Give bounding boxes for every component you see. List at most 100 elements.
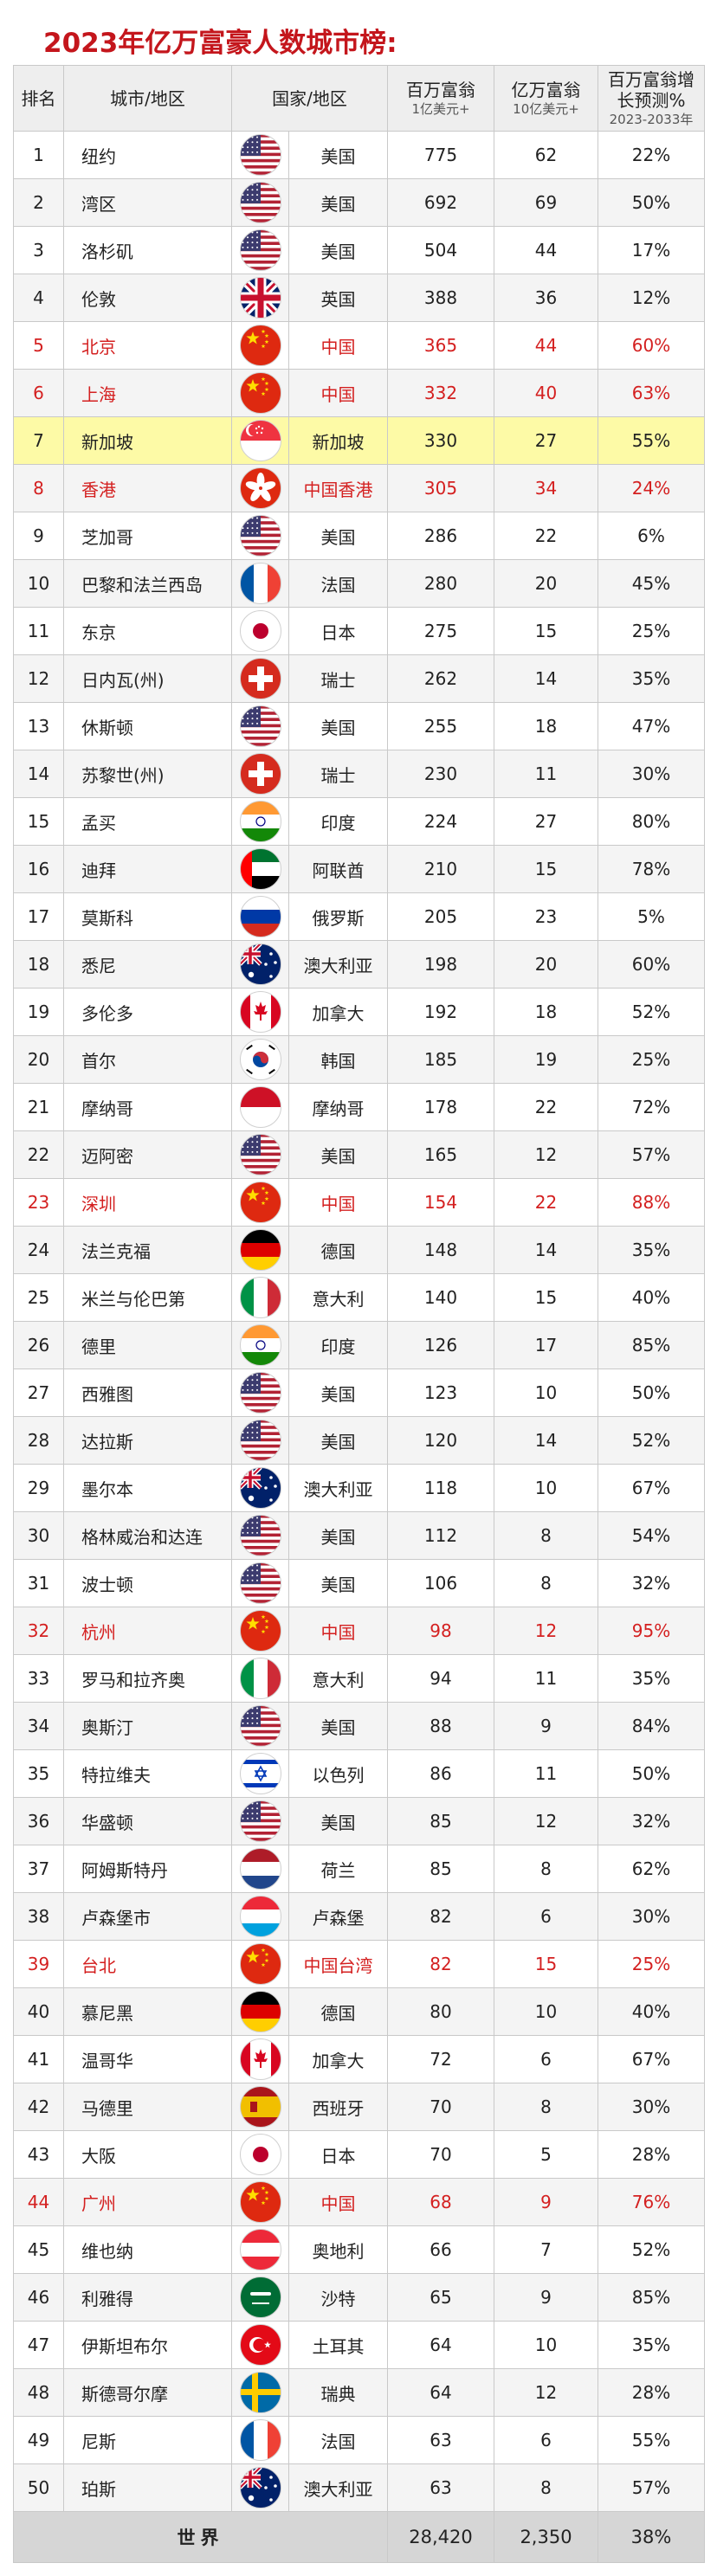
city-cell: 北京 [63, 321, 232, 370]
flag-cell [231, 1273, 289, 1322]
growth-cell: 35% [598, 1226, 705, 1274]
city-cell: 伊斯坦布尔 [63, 2321, 232, 2369]
austria-flag-icon [239, 2229, 281, 2270]
rank-cell: 4 [13, 274, 64, 322]
country-cell: 阿联酋 [288, 845, 388, 893]
china-flag-icon [239, 325, 281, 366]
millionaires-cell: 210 [387, 845, 494, 893]
country-cell: 美国 [288, 512, 388, 560]
billionaires-cell: 10 [494, 1987, 598, 2036]
us-flag-icon [239, 515, 281, 557]
growth-cell: 88% [598, 1178, 705, 1227]
flag-cell [231, 702, 289, 750]
billionaires-cell: 22 [494, 1083, 598, 1131]
millionaires-cell: 72 [387, 2035, 494, 2083]
russia-flag-icon [239, 896, 281, 937]
us-flag-icon [239, 1515, 281, 1556]
billionaires-cell: 69 [494, 178, 598, 227]
city-cell: 特拉维夫 [63, 1749, 232, 1798]
rank-cell: 32 [13, 1607, 64, 1655]
table-row: 29 墨尔本 澳大利亚 118 10 67% [13, 1464, 705, 1512]
flag-cell [231, 1940, 289, 1988]
table-row: 38 卢森堡市 卢森堡 82 6 30% [13, 1892, 705, 1941]
millionaires-cell: 332 [387, 369, 494, 417]
table-row: 16 迪拜 阿联酋 210 15 78% [13, 845, 705, 893]
rank-cell: 25 [13, 1273, 64, 1322]
billionaires-cell: 40 [494, 369, 598, 417]
flag-cell [231, 1987, 289, 2036]
country-cell: 中国 [288, 369, 388, 417]
millionaires-cell: 165 [387, 1130, 494, 1179]
table-row: 35 特拉维夫 以色列 86 11 50% [13, 1749, 705, 1798]
millionaires-cell: 140 [387, 1273, 494, 1322]
billionaires-cell: 62 [494, 131, 598, 179]
world-growth: 38% [598, 2511, 705, 2563]
us-flag-icon [239, 134, 281, 176]
rank-cell: 41 [13, 2035, 64, 2083]
country-cell: 土耳其 [288, 2321, 388, 2369]
city-cell: 迈阿密 [63, 1130, 232, 1179]
billionaires-cell: 9 [494, 2273, 598, 2322]
millionaires-cell: 224 [387, 797, 494, 846]
city-cell: 香港 [63, 464, 232, 512]
table-row: 1 纽约 美国 775 62 22% [13, 131, 705, 179]
table-row: 2 湾区 美国 692 69 50% [13, 178, 705, 227]
growth-cell: 28% [598, 2130, 705, 2179]
millionaires-cell: 305 [387, 464, 494, 512]
billionaires-cell: 8 [494, 2083, 598, 2131]
flag-cell [231, 226, 289, 274]
millionaires-cell: 275 [387, 607, 494, 655]
country-cell: 沙特 [288, 2273, 388, 2322]
country-cell: 摩纳哥 [288, 1083, 388, 1131]
world-billionaires: 2,350 [494, 2511, 598, 2563]
millionaires-cell: 123 [387, 1368, 494, 1417]
growth-cell: 50% [598, 1749, 705, 1798]
city-cell: 珀斯 [63, 2463, 232, 2512]
growth-cell: 6% [598, 512, 705, 560]
rank-cell: 37 [13, 1845, 64, 1893]
table-row: 26 德里 印度 126 17 85% [13, 1321, 705, 1369]
flag-cell [231, 797, 289, 846]
city-cell: 格林威治和达连 [63, 1511, 232, 1560]
table-row: 10 巴黎和法兰西岛 法国 280 20 45% [13, 559, 705, 608]
header-country: 国家/地区 [231, 65, 388, 132]
billionaires-cell: 18 [494, 988, 598, 1036]
country-cell: 英国 [288, 274, 388, 322]
rank-cell: 33 [13, 1654, 64, 1703]
billionaires-cell: 11 [494, 1749, 598, 1798]
rank-cell: 34 [13, 1702, 64, 1750]
italy-flag-icon [239, 1277, 281, 1318]
billionaires-cell: 8 [494, 2463, 598, 2512]
country-cell: 美国 [288, 1797, 388, 1845]
millionaires-cell: 262 [387, 654, 494, 703]
millionaires-cell: 280 [387, 559, 494, 608]
city-cell: 日内瓦(州) [63, 654, 232, 703]
billionaires-cell: 19 [494, 1035, 598, 1084]
turkey-flag-icon [239, 2324, 281, 2366]
billionaires-cell: 11 [494, 750, 598, 798]
billionaires-cell: 15 [494, 607, 598, 655]
france-flag-icon [239, 563, 281, 604]
country-cell: 美国 [288, 178, 388, 227]
billionaires-cell: 12 [494, 1607, 598, 1655]
millionaires-cell: 118 [387, 1464, 494, 1512]
table-row: 47 伊斯坦布尔 土耳其 64 10 35% [13, 2321, 705, 2369]
billionaires-cell: 27 [494, 416, 598, 465]
growth-cell: 54% [598, 1511, 705, 1560]
flag-cell [231, 559, 289, 608]
city-cell: 斯德哥尔摩 [63, 2368, 232, 2417]
city-cell: 广州 [63, 2178, 232, 2226]
rank-cell: 42 [13, 2083, 64, 2131]
table-row: 46 利雅得 沙特 65 9 85% [13, 2273, 705, 2322]
rank-cell: 49 [13, 2416, 64, 2464]
flag-cell [231, 512, 289, 560]
growth-cell: 78% [598, 845, 705, 893]
growth-cell: 32% [598, 1559, 705, 1607]
billionaires-cell: 5 [494, 2130, 598, 2179]
table-row: 18 悉尼 澳大利亚 198 20 60% [13, 940, 705, 989]
luxembourg-flag-icon [239, 1896, 281, 1937]
billionaires-cell: 6 [494, 2035, 598, 2083]
rank-cell: 24 [13, 1226, 64, 1274]
millionaires-cell: 120 [387, 1416, 494, 1465]
city-cell: 孟买 [63, 797, 232, 846]
